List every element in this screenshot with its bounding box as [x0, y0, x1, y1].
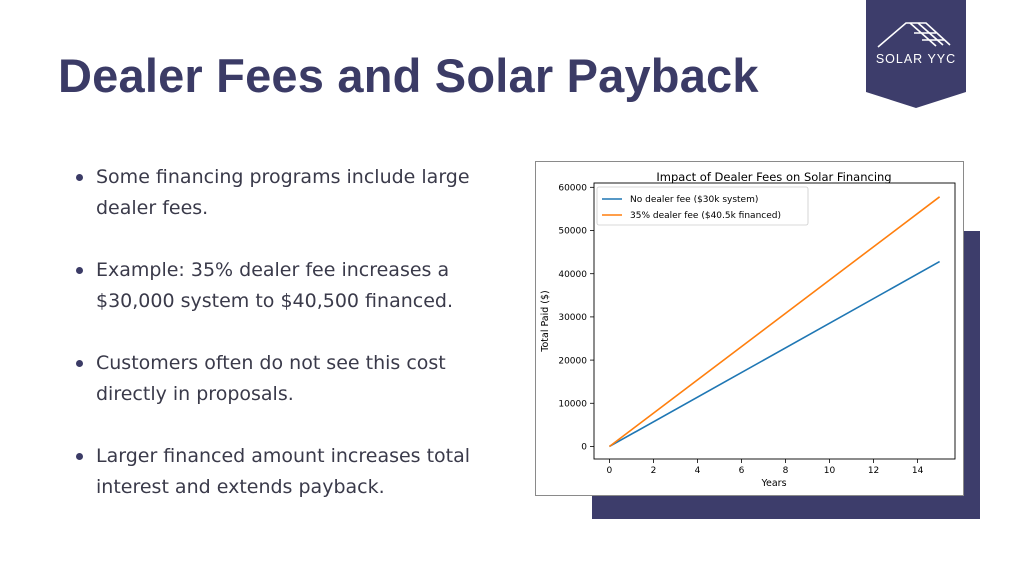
series-line-0 — [609, 260, 940, 448]
bullet-item: Customers often do not see this cost dir… — [74, 348, 484, 410]
bullet-item: Example: 35% dealer fee increases a $30,… — [74, 255, 484, 317]
y-tick-label: 30000 — [558, 313, 587, 323]
bullet-item: Some financing programs include large de… — [74, 162, 484, 224]
bullet-text: Larger financed amount increases total i… — [96, 445, 471, 498]
bullet-list: Some financing programs include large de… — [74, 162, 484, 534]
bullet-item: Larger financed amount increases total i… — [74, 441, 484, 503]
y-tick-label: 10000 — [558, 399, 587, 409]
y-tick-label: 20000 — [558, 356, 587, 366]
logo-roof-icon — [877, 22, 951, 48]
y-tick-label: 50000 — [558, 227, 587, 237]
chart-title: Impact of Dealer Fees on Solar Financing — [656, 170, 891, 184]
x-tick-label: 0 — [607, 466, 613, 476]
series-line-1 — [608, 196, 941, 448]
x-tick-label: 10 — [824, 466, 836, 476]
x-axis-label: Years — [760, 478, 786, 489]
bullet-dot — [76, 453, 83, 460]
bullet-text: Customers often do not see this cost dir… — [96, 352, 446, 405]
slide-title: Dealer Fees and Solar Payback — [58, 49, 759, 102]
chart-svg: Impact of Dealer Fees on Solar Financing… — [540, 170, 956, 489]
y-tick-label: 0 — [581, 443, 587, 453]
bullet-dot — [76, 174, 83, 181]
plot-area — [593, 182, 956, 460]
logo-badge — [866, 0, 966, 108]
legend-label: No dealer fee ($30k system) — [630, 195, 758, 205]
bullet-text: Example: 35% dealer fee increases a $30,… — [96, 259, 453, 312]
y-tick-label: 60000 — [558, 184, 587, 194]
chart-frame: Impact of Dealer Fees on Solar Financing… — [535, 161, 964, 496]
x-tick-label: 2 — [651, 466, 657, 476]
x-tick-label: 14 — [912, 466, 924, 476]
legend-box — [596, 186, 809, 226]
y-tick-label: 40000 — [558, 270, 587, 280]
logo-shape — [866, 0, 966, 108]
x-tick-label: 6 — [739, 466, 745, 476]
logo-text: SOLAR YYC — [875, 52, 957, 66]
x-tick-label: 12 — [868, 466, 879, 476]
legend-label: 35% dealer fee ($40.5k financed) — [630, 211, 781, 221]
chart-legend: No dealer fee ($30k system) 35% dealer f… — [596, 186, 809, 226]
x-tick-label: 4 — [695, 466, 701, 476]
bullet-dot — [76, 267, 83, 274]
x-tick-label: 8 — [783, 466, 789, 476]
bullet-dot — [76, 360, 83, 367]
bullet-text: Some financing programs include large de… — [96, 166, 470, 219]
y-axis-label: Total Paid ($) — [540, 290, 551, 352]
